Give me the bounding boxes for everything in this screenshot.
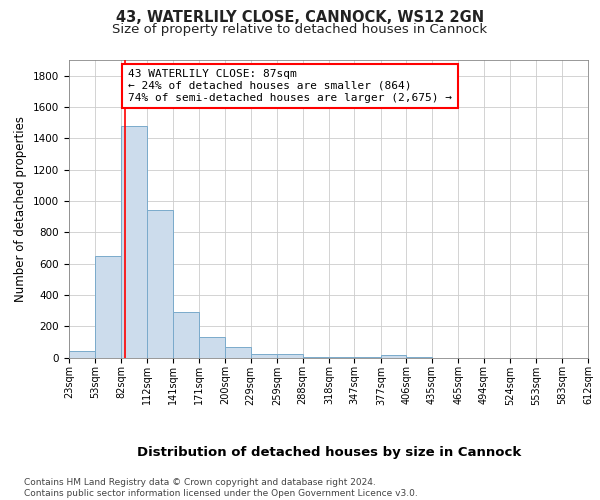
Bar xyxy=(199,337,225,357)
Text: Contains HM Land Registry data © Crown copyright and database right 2024.
Contai: Contains HM Land Registry data © Crown c… xyxy=(24,478,418,498)
Text: Size of property relative to detached houses in Cannock: Size of property relative to detached ho… xyxy=(112,22,488,36)
Text: Distribution of detached houses by size in Cannock: Distribution of detached houses by size … xyxy=(137,446,521,459)
Bar xyxy=(381,355,406,358)
Bar xyxy=(225,348,251,358)
Bar xyxy=(302,356,329,358)
Bar xyxy=(329,356,355,358)
Bar xyxy=(121,126,148,358)
Bar xyxy=(95,256,121,358)
Y-axis label: Number of detached properties: Number of detached properties xyxy=(14,116,28,302)
Bar xyxy=(69,351,95,358)
Text: 43 WATERLILY CLOSE: 87sqm
← 24% of detached houses are smaller (864)
74% of semi: 43 WATERLILY CLOSE: 87sqm ← 24% of detac… xyxy=(128,70,452,102)
Bar xyxy=(173,312,199,358)
Bar xyxy=(148,210,173,358)
Text: 43, WATERLILY CLOSE, CANNOCK, WS12 2GN: 43, WATERLILY CLOSE, CANNOCK, WS12 2GN xyxy=(116,10,484,25)
Bar xyxy=(277,354,302,358)
Bar xyxy=(355,356,381,358)
Bar xyxy=(251,354,277,358)
